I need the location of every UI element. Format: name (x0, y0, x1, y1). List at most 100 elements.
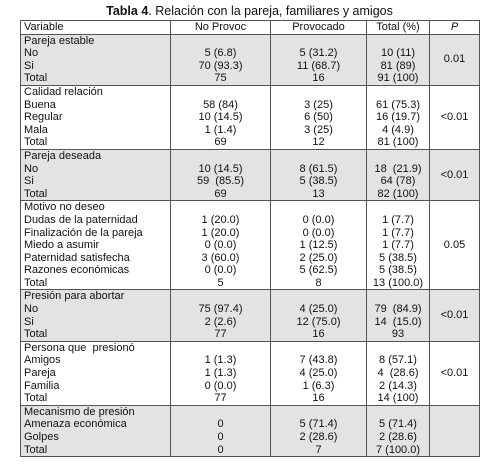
section-row: Pareja estable 0.01 (20, 33, 480, 86)
empty-cell (366, 340, 430, 355)
row-label: Total (20, 276, 171, 290)
value-cell: 91 (100) (366, 72, 430, 86)
row-label: No (20, 303, 171, 316)
header-row: Variable No Provoc Provocado Total (%) P (20, 20, 480, 35)
value-cell: 5 (170, 276, 271, 290)
data-row: Paternidad satisfecha 3 (60.0) 2 (25.0) 5 (… (20, 251, 480, 265)
data-row: No 10 (14.5) 8 (61.5) 18 (21.9) (20, 162, 480, 176)
value-cell: 12 (75.0) (270, 315, 367, 329)
value-cell: 16 (270, 72, 367, 86)
header-cell: Variable (20, 20, 171, 35)
value-cell: 14 (15.0) (366, 315, 430, 329)
data-row: Finalización de la pareja 1 (20.0) 0 (0.0)… (20, 226, 480, 240)
p-value: 0.01 (429, 33, 480, 86)
value-cell: 3 (25) (270, 123, 367, 137)
row-label: Finalización de la pareja (20, 226, 171, 240)
value-cell: 0 (170, 418, 271, 431)
value-cell: 61 (75.3) (366, 98, 430, 112)
value-cell: 1 (7.7) (366, 213, 430, 227)
empty-cell (366, 200, 430, 214)
value-cell: 77 (170, 328, 271, 342)
value-cell: 7 (43.8) (270, 354, 367, 368)
value-cell: 77 (170, 392, 271, 406)
value-cell: 11 (68.7) (270, 59, 367, 73)
value-cell: 5 (62.5) (270, 264, 367, 277)
empty-cell (170, 84, 271, 99)
section-row: Mecanismo de presión (20, 404, 480, 457)
value-cell: 59 (85.5) (170, 175, 271, 188)
data-row: Pareja 1 (1.3) 4 (25.0) 4 (28.6) (20, 367, 480, 380)
value-cell: 10 (14.5) (170, 162, 271, 176)
value-cell: 69 (170, 136, 271, 150)
value-cell: 4 (25.0) (270, 303, 367, 316)
p-value: <0.01 (429, 148, 480, 201)
empty-cell (270, 33, 367, 48)
value-cell: 10 (11) (366, 47, 430, 60)
empty-cell (270, 200, 367, 214)
value-cell: 5 (71.4) (270, 418, 367, 431)
section-title: Pareja estable (20, 33, 171, 48)
section-row: Calidad relación <0.01 (20, 84, 480, 150)
value-cell: 2 (28.6) (270, 431, 367, 444)
row-label: No (20, 162, 171, 176)
value-cell: 12 (270, 136, 367, 150)
row-label: Buena (20, 98, 171, 112)
value-cell: 10 (14.5) (170, 111, 271, 124)
section-row: Pareja deseada <0.01 (20, 148, 480, 201)
data-row: Miedo a asumir 0 (0.0) 1 (12.5) 1 (7.7) (20, 239, 480, 252)
value-cell: 8 (57.1) (366, 354, 430, 368)
value-cell: 5 (38.5) (366, 264, 430, 277)
data-row: Total 5 8 13 (100.0) (20, 276, 480, 290)
row-label: Mala (20, 123, 171, 137)
title-text: . Relación con la pareja, familiares y a… (148, 4, 393, 18)
row-label: Razones económicas (20, 264, 171, 277)
section-title: Persona que presionó (20, 340, 171, 355)
value-cell: 1 (20.0) (170, 213, 271, 227)
data-row: Amenaza económica 0 5 (71.4) 5 (71.4) (20, 418, 480, 431)
data-row: No 75 (97.4) 4 (25.0) 79 (84.9) (20, 303, 480, 316)
empty-cell (366, 84, 430, 99)
data-row: Total 75 16 91 (100) (20, 72, 480, 86)
value-cell: 1 (1.3) (170, 367, 271, 380)
row-label: Golpes (20, 431, 171, 444)
empty-cell (366, 404, 430, 419)
empty-cell (366, 289, 430, 304)
value-cell: 2 (25.0) (270, 251, 367, 265)
data-row: Amigos 1 (1.3) 7 (43.8) 8 (57.1) (20, 354, 480, 368)
value-cell: 16 (270, 328, 367, 342)
value-cell: 13 (270, 187, 367, 201)
value-cell: 5 (6.8) (170, 47, 271, 60)
row-label: Pareja (20, 367, 171, 380)
data-row: Si 59 (85.5) 5 (38.5) 64 (78) (20, 175, 480, 188)
value-cell: 4 (25.0) (270, 367, 367, 380)
row-label: Amenaza económica (20, 418, 171, 431)
value-cell: 79 (84.9) (366, 303, 430, 316)
p-value: <0.01 (429, 84, 480, 150)
value-cell: 70 (93.3) (170, 59, 271, 73)
section-title: Pareja deseada (20, 148, 171, 163)
empty-cell (270, 148, 367, 163)
empty-cell (170, 33, 271, 48)
title-label: Tabla 4 (106, 4, 149, 18)
value-cell: 0 (170, 443, 271, 457)
data-row: Total 77 16 93 (20, 328, 480, 342)
p-value: 0.05 (429, 200, 480, 290)
value-cell: 3 (25) (270, 98, 367, 112)
empty-cell (270, 340, 367, 355)
data-row: Golpes 0 2 (28.6) 2 (28.6) (20, 431, 480, 444)
header-cell: P (429, 20, 480, 35)
table-container: Tabla 4. Relación con la pareja, familia… (20, 3, 480, 458)
row-label: Regular (20, 111, 171, 124)
value-cell: 16 (270, 392, 367, 406)
row-label: Total (20, 136, 171, 150)
value-cell: 1 (6.3) (270, 379, 367, 393)
empty-cell (366, 148, 430, 163)
data-row: No 5 (6.8) 5 (31.2) 10 (11) (20, 47, 480, 60)
value-cell: 13 (100.0) (366, 276, 430, 290)
value-cell: 0 (0.0) (270, 226, 367, 240)
value-cell: 0 (0.0) (270, 213, 367, 227)
value-cell: 2 (14.3) (366, 379, 430, 393)
value-cell: 5 (38.5) (270, 175, 367, 188)
section-row: Presión para abortar <0.01 (20, 289, 480, 342)
row-label: Familia (20, 379, 171, 393)
